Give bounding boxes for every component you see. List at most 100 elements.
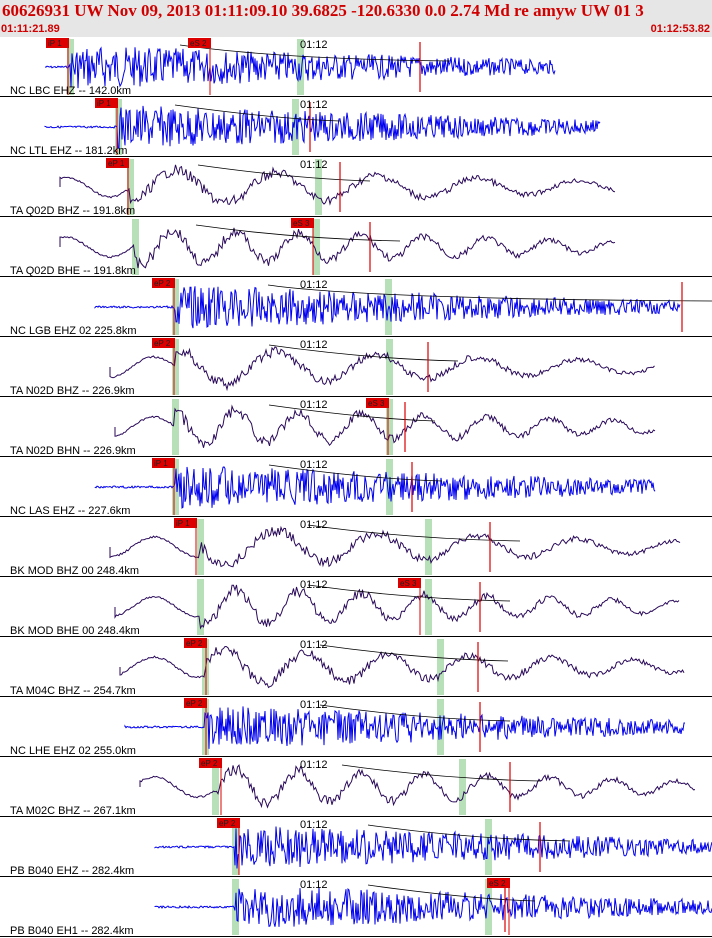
minute-tick-label: 01:12 (300, 759, 328, 771)
s-window-marker (485, 819, 492, 875)
pick-tag-label[interactable]: iP 1 (48, 39, 62, 48)
minute-tick-label: 01:12 (300, 159, 328, 171)
minute-tick-label: 01:12 (300, 339, 328, 351)
trace-panel[interactable]: 01:12 eP 2 NC LGB EHZ 02 225.8km (0, 278, 712, 337)
pick-tag-label[interactable]: eP 2 (219, 819, 236, 828)
seismogram-panels[interactable]: 01:12 iP 1 eS 2 NC LBC EHZ -- 142.0km 01:12 i… (0, 37, 712, 938)
p-window-marker (197, 579, 204, 635)
s-window-marker (485, 879, 492, 935)
trace-panel[interactable]: 01:12 eP 2 TA M04C BHZ -- 254.7km (0, 638, 712, 697)
traveltime-curve (341, 764, 541, 782)
station-channel-label: BK MOD BHE 00 248.4km (10, 625, 140, 637)
s-window-marker (437, 639, 444, 695)
trace-panel[interactable]: 2eS 3TA Q02D BHE -- 191.8km (0, 218, 712, 277)
traveltime-curve (179, 44, 451, 62)
pick-tag-box[interactable] (106, 158, 129, 168)
s-window-marker (386, 399, 393, 455)
pick-tag-label[interactable]: eP 2 (154, 339, 171, 348)
s-window-marker (425, 579, 432, 635)
waveform-trace (124, 706, 685, 749)
minute-tick-label: 01:12 (300, 639, 328, 651)
station-channel-label: PB B040 EHZ -- 282.4km (10, 865, 134, 877)
pick-tag-label[interactable]: eS 2 (489, 879, 506, 888)
pick-tag-label[interactable]: eP 2 (186, 639, 203, 648)
trace-panel[interactable]: 01:12 iP 1 NC LTL EHZ -- 181.2km (0, 98, 712, 157)
p-window-marker (132, 219, 139, 275)
pick-tag-label[interactable]: eP 2 (154, 279, 171, 288)
p-window-marker (172, 339, 179, 395)
station-channel-label: TA M04C BHZ -- 254.7km (10, 685, 136, 697)
p-window-marker (172, 279, 179, 335)
minute-tick-label: 01:12 (300, 399, 328, 411)
station-channel-label: NC LTL EHZ -- 181.2km (10, 145, 127, 157)
waveform-trace (114, 584, 680, 630)
waveform-trace (154, 887, 712, 927)
s-window-marker (297, 39, 304, 95)
trace-panel[interactable]: 01:12 eP 2 NC LHE EHZ 02 255.0km (0, 698, 712, 757)
station-channel-label: TA N02D BHZ -- 226.9km (10, 385, 135, 397)
station-channel-label: BK MOD BHZ 00 248.4km (10, 565, 139, 577)
traveltime-curve (268, 404, 436, 422)
minute-tick-label: 01:12 (300, 579, 328, 591)
pick-tag-label[interactable]: iP 1 (176, 519, 190, 528)
pick-tag-label[interactable]: eP 2 (201, 759, 218, 768)
pick-tag-box[interactable] (95, 98, 118, 108)
s-window-marker (313, 219, 320, 275)
traveltime-curve (267, 284, 712, 302)
pick-tag-box[interactable] (366, 398, 389, 408)
station-channel-label: TA M02C BHZ -- 267.1km (10, 805, 136, 817)
waveform-trace (94, 286, 681, 329)
trace-panel[interactable]: 01:12 eS 3 BK MOD BHE 00 248.4km (0, 578, 712, 637)
trace-panel[interactable]: 01:12 eS 3 TA N02D BHN -- 226.9km (0, 398, 712, 457)
pick-tag-label[interactable]: iP 1 (154, 459, 168, 468)
trace-panel[interactable]: 01:12 iP 1 NC LAS EHZ -- 227.6km (0, 458, 712, 517)
station-channel-label: NC LGB EHZ 02 225.8km (10, 325, 137, 337)
waveform-trace (44, 46, 556, 89)
pick-tag-label[interactable]: eS 3 (400, 579, 417, 588)
s-window-marker (386, 339, 393, 395)
pick-tag-box[interactable] (184, 698, 207, 708)
pick-tag-label[interactable]: eS 2 (190, 39, 207, 48)
s-window-marker (425, 519, 432, 575)
trace-panel[interactable]: 01:12 eS 2 PB B040 EH1 -- 282.4km (0, 878, 712, 937)
pick-tag-box[interactable] (46, 38, 69, 48)
trace-panel[interactable]: 01:12 iP 1 BK MOD BHZ 00 248.4km (0, 518, 712, 577)
station-channel-label: NC LBC EHZ -- 142.0km (10, 85, 131, 97)
pick-tag-label[interactable]: iP 1 (97, 99, 111, 108)
pick-tag-box[interactable] (199, 758, 222, 768)
pick-tag-box[interactable] (398, 578, 421, 588)
minute-tick-label: 01:12 (300, 39, 328, 51)
trace-panel[interactable]: 01:12 eP 2 TA M02C BHZ -- 267.1km (0, 758, 712, 817)
waveform-trace (109, 525, 681, 568)
pick-tag-box[interactable] (184, 638, 207, 648)
trace-panel[interactable]: 01:12 eP 2 PB B040 EHZ -- 282.4km (0, 818, 712, 877)
minute-tick-label: 01:12 (300, 279, 328, 291)
pick-tag-label[interactable]: eS 3 (368, 399, 385, 408)
pick-tag-box[interactable] (291, 218, 314, 228)
trace-panel[interactable]: 01:12 iP 1 eS 2 NC LBC EHZ -- 142.0km (0, 38, 712, 97)
pick-tag-label[interactable]: eS 3 (293, 219, 310, 228)
trace-panel[interactable]: 01:12 eP 2 TA N02D BHZ -- 226.9km (0, 338, 712, 397)
window-end-time: 01:12:53.82 (650, 23, 710, 35)
station-channel-label: NC LAS EHZ -- 227.6km (10, 505, 130, 517)
waveform-trace (44, 105, 601, 149)
pick-tag-box[interactable] (152, 278, 175, 288)
pick-tag-label[interactable]: eP 2 (186, 699, 203, 708)
pick-tag-box[interactable] (188, 38, 211, 48)
pick-tag-box[interactable] (174, 518, 197, 528)
p-window-marker (115, 99, 122, 155)
p-window-marker (172, 459, 179, 515)
minute-tick-label: 01:12 (300, 819, 328, 831)
traveltime-curve (319, 704, 511, 722)
p-window-marker (172, 399, 179, 455)
pick-tag-label[interactable]: eP 1 (108, 159, 125, 168)
pick-tag-box[interactable] (152, 338, 175, 348)
pick-tag-box[interactable] (152, 458, 175, 468)
trace-panel[interactable]: 01:12 eP 1 TA Q02D BHZ -- 191.8km (0, 158, 712, 217)
pick-tag-box[interactable] (217, 818, 240, 828)
event-header: 60626931 UW Nov 09, 2013 01:11:09.10 39.… (0, 0, 712, 37)
event-title: 60626931 UW Nov 09, 2013 01:11:09.10 39.… (2, 1, 644, 20)
pick-tag-box[interactable] (487, 878, 510, 888)
traveltime-curve (367, 824, 571, 842)
p-window-marker (127, 159, 134, 215)
